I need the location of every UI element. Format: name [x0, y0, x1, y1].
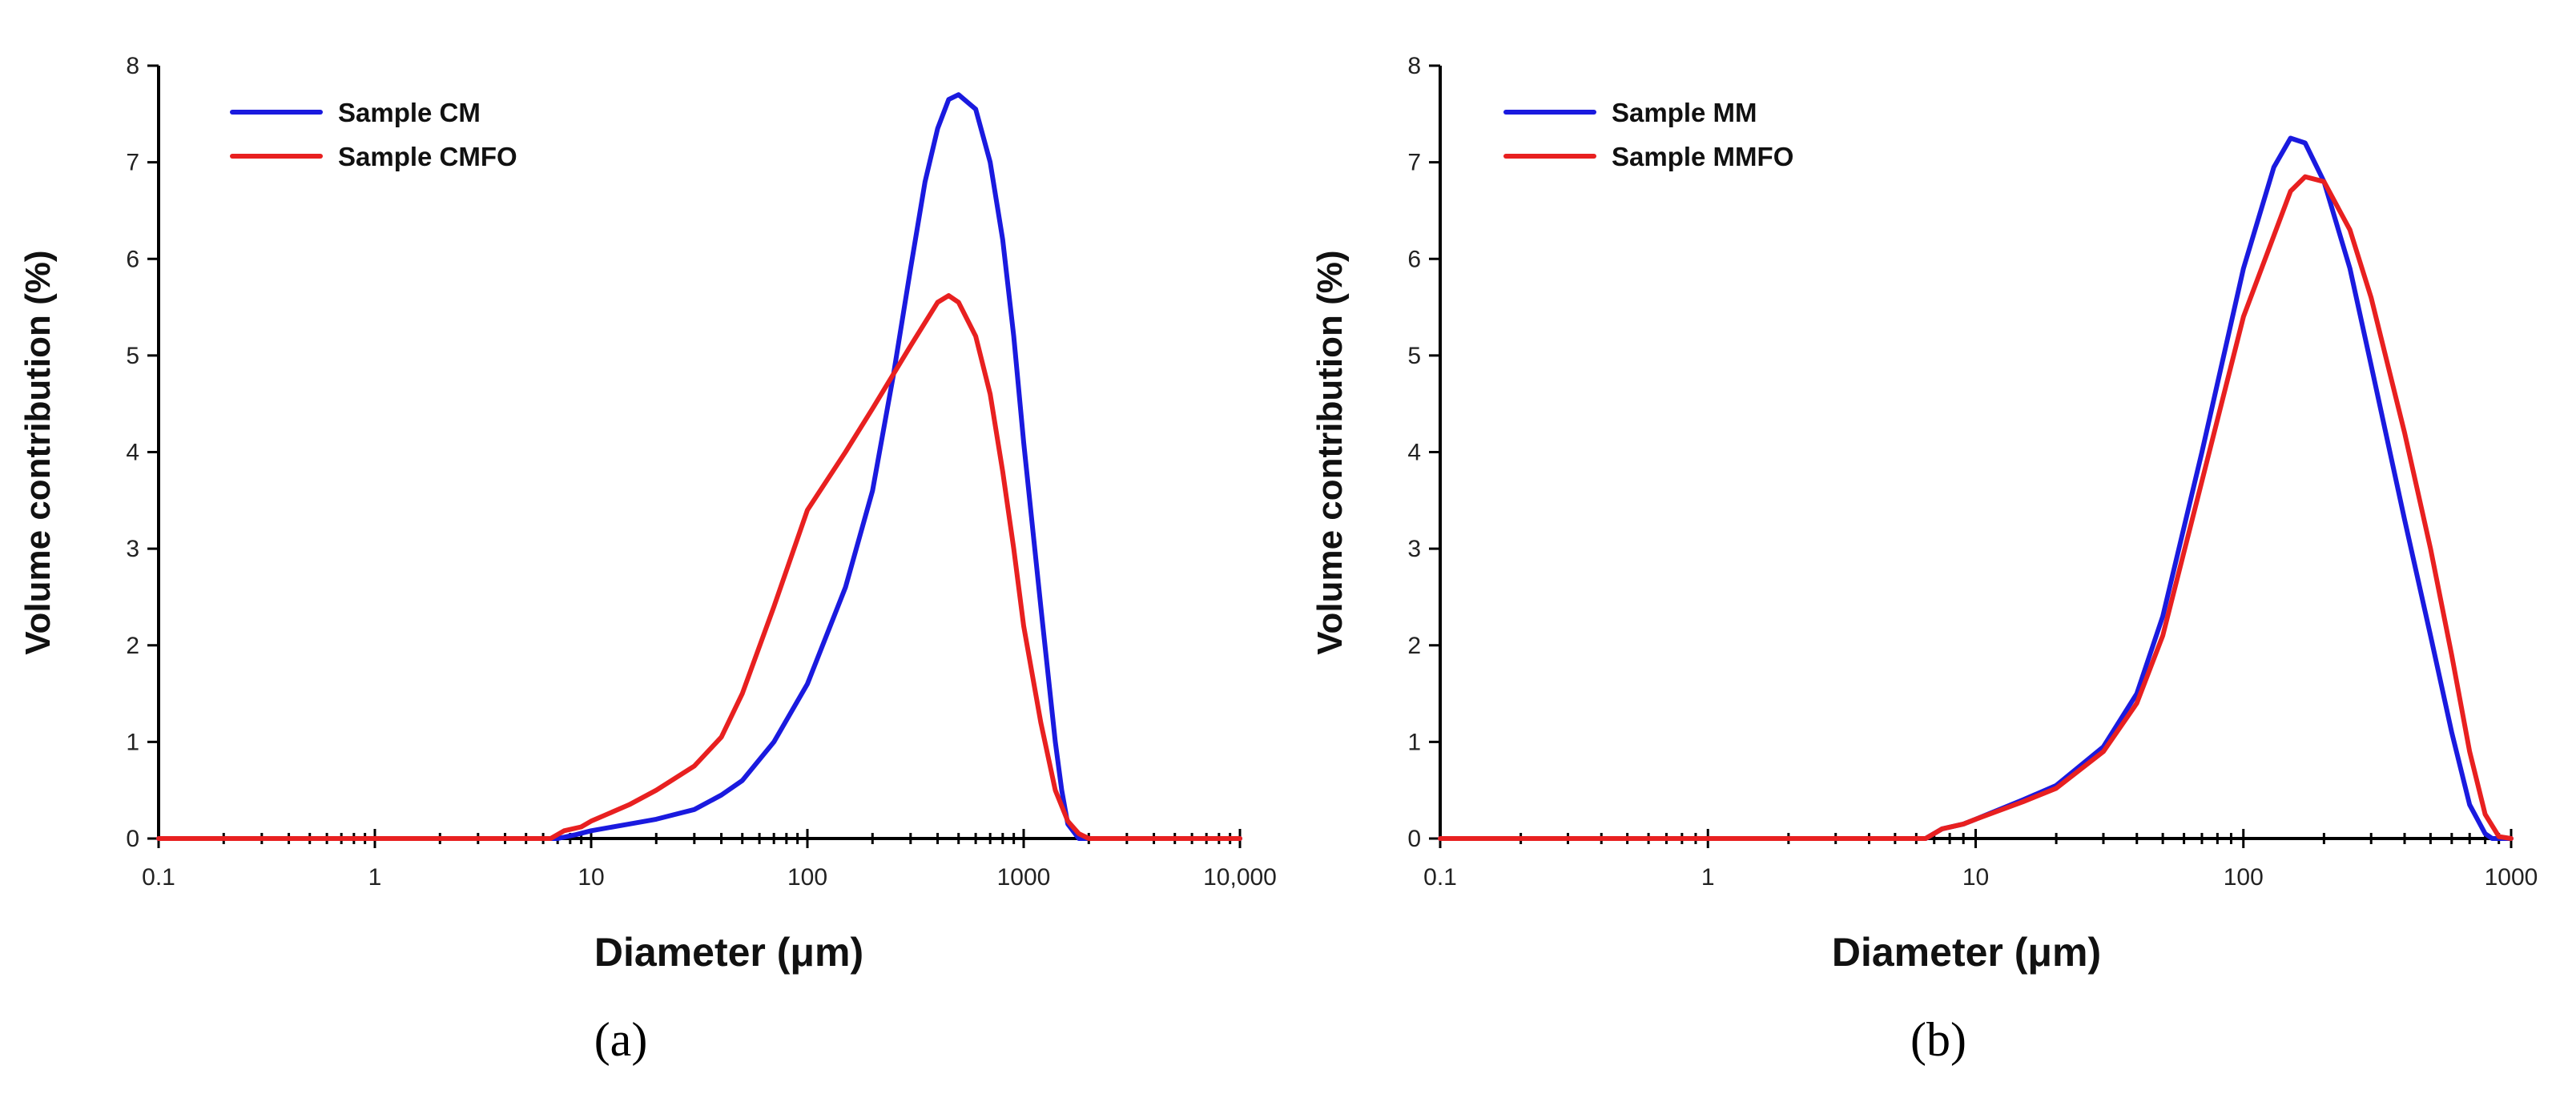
panel-a-y-tick-label: 5 [126, 343, 139, 369]
panel-a-x-tick-label: 10,000 [1203, 864, 1277, 891]
panel-b-y-tick-label: 8 [1407, 53, 1421, 79]
panel-b-legend-label: Sample MM [1612, 98, 1757, 127]
panel-a-x-tick-label: 10 [578, 864, 604, 891]
panel-a-y-tick-label: 1 [126, 729, 139, 755]
panel-b-y-tick-label: 5 [1407, 343, 1421, 369]
panel-a-legend-label: Sample CMFO [338, 142, 517, 171]
panel-b-x-tick-label: 100 [2224, 864, 2264, 891]
panel-b-x-axis-title: Diameter (μm) [1832, 930, 2101, 975]
panel-a-y-tick-label: 6 [126, 246, 139, 272]
panel-a-x-tick-label: 100 [787, 864, 827, 891]
panel-a-x-tick-label: 0.1 [142, 864, 175, 891]
panel-b-x-tick-label: 0.1 [1423, 864, 1457, 891]
panel-b-y-tick-label: 6 [1407, 246, 1421, 272]
panel-b-y-axis-title: Volume contribution (%) [1310, 250, 1350, 654]
panel-a: 0 1 2 3 4 5 6 7 8 0.1 1 10 100 1000 10,000 Sample CM Sam… [18, 53, 1277, 1066]
panel-b-y-tick-label: 1 [1407, 729, 1421, 755]
panel-a-y-tick-label: 0 [126, 826, 139, 852]
panel-a-x-axis-title: Diameter (μm) [594, 930, 863, 975]
panel-a-legend-label: Sample CM [338, 98, 481, 127]
panel-a-y-tick-label: 2 [126, 633, 139, 659]
panel-b-label: (b) [1910, 1013, 1966, 1066]
panel-b-y-tick-label: 0 [1407, 826, 1421, 852]
panel-b-y-tick-label: 2 [1407, 633, 1421, 659]
panel-a-series-2-line [156, 293, 1242, 841]
panel-b-series-1-line [1438, 135, 2514, 841]
panel-b-x-tick-label: 1 [1701, 864, 1715, 891]
panel-b-y-tick-label: 3 [1407, 536, 1421, 562]
panel-b: 0 1 2 3 4 5 6 7 8 0.1 1 10 100 1000 Sample MM Sample MM… [1310, 53, 2538, 1066]
panel-a-label: (a) [594, 1013, 648, 1066]
panel-b-x-tick-label: 1000 [2485, 864, 2538, 891]
panel-b-y-tick-label: 7 [1407, 150, 1421, 176]
panel-a-y-tick-label: 8 [126, 53, 139, 79]
panel-b-series-2-line [1438, 174, 2514, 841]
panel-a-series-1-line [156, 92, 1242, 841]
panel-b-y-tick-label: 4 [1407, 440, 1421, 466]
panel-a-y-axis-title: Volume contribution (%) [18, 250, 58, 654]
panel-b-x-tick-label: 10 [1962, 864, 1989, 891]
panel-a-y-tick-label: 3 [126, 536, 139, 562]
panel-b-legend-label: Sample MMFO [1612, 142, 1793, 171]
panel-a-y-tick-label: 4 [126, 440, 139, 466]
panel-a-x-tick-label: 1 [368, 864, 382, 891]
panel-a-y-tick-label: 7 [126, 150, 139, 176]
panel-a-x-tick-label: 1000 [997, 864, 1051, 891]
